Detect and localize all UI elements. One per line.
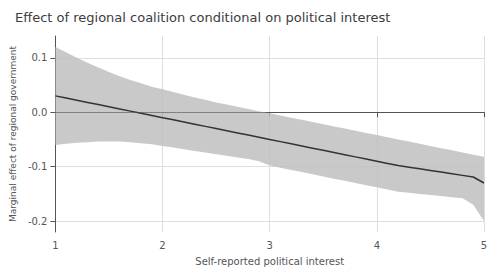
svg-text:0.1: 0.1 bbox=[32, 52, 48, 63]
svg-text:Self-reported political intere: Self-reported political interest bbox=[195, 256, 344, 267]
svg-text:-0.1: -0.1 bbox=[28, 161, 48, 172]
svg-text:0.0: 0.0 bbox=[32, 107, 48, 118]
svg-text:2: 2 bbox=[159, 240, 165, 251]
svg-text:4: 4 bbox=[374, 240, 380, 251]
svg-text:-0.2: -0.2 bbox=[28, 216, 48, 227]
svg-text:Effect of regional coalition c: Effect of regional coalition conditional… bbox=[15, 10, 390, 25]
svg-text:1: 1 bbox=[52, 240, 58, 251]
svg-text:Marginal effect of regional go: Marginal effect of regional government bbox=[8, 46, 18, 222]
svg-text:3: 3 bbox=[267, 240, 273, 251]
svg-text:5: 5 bbox=[481, 240, 487, 251]
